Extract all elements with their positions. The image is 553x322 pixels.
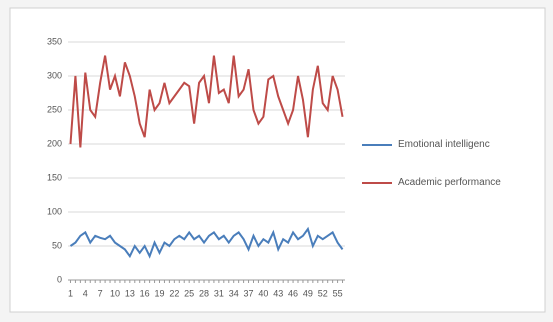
x-tick-label: 43 [273, 288, 283, 298]
x-tick-label: 10 [110, 288, 120, 298]
x-tick-label: 31 [214, 288, 224, 298]
x-tick-label: 22 [169, 288, 179, 298]
x-tick-label: 13 [125, 288, 135, 298]
x-tick-label: 1 [68, 288, 73, 298]
y-tick-label: 350 [47, 36, 62, 46]
legend-label: Academic performance [398, 177, 501, 188]
chart-frame [9, 7, 546, 313]
y-tick-label: 250 [47, 104, 62, 114]
legend-label: Emotional intelligenc [398, 139, 490, 150]
x-tick-label: 52 [318, 288, 328, 298]
x-tick-label: 4 [83, 288, 88, 298]
y-tick-label: 200 [47, 138, 62, 148]
y-tick-label: 150 [47, 172, 62, 182]
x-tick-label: 16 [140, 288, 150, 298]
x-tick-label: 46 [288, 288, 298, 298]
x-tick-label: 19 [155, 288, 165, 298]
x-tick-label: 49 [303, 288, 313, 298]
x-tick-label: 25 [184, 288, 194, 298]
x-tick-label: 37 [244, 288, 254, 298]
x-tick-label: 28 [199, 288, 209, 298]
y-tick-label: 0 [57, 274, 62, 284]
x-tick-label: 55 [333, 288, 343, 298]
x-tick-label: 40 [258, 288, 268, 298]
y-tick-label: 50 [52, 240, 62, 250]
y-tick-label: 100 [47, 206, 62, 216]
series-line [69, 226, 344, 259]
x-tick-label: 7 [98, 288, 103, 298]
y-tick-label: 300 [47, 70, 62, 80]
x-tick-label: 34 [229, 288, 239, 298]
series-line [69, 55, 344, 148]
